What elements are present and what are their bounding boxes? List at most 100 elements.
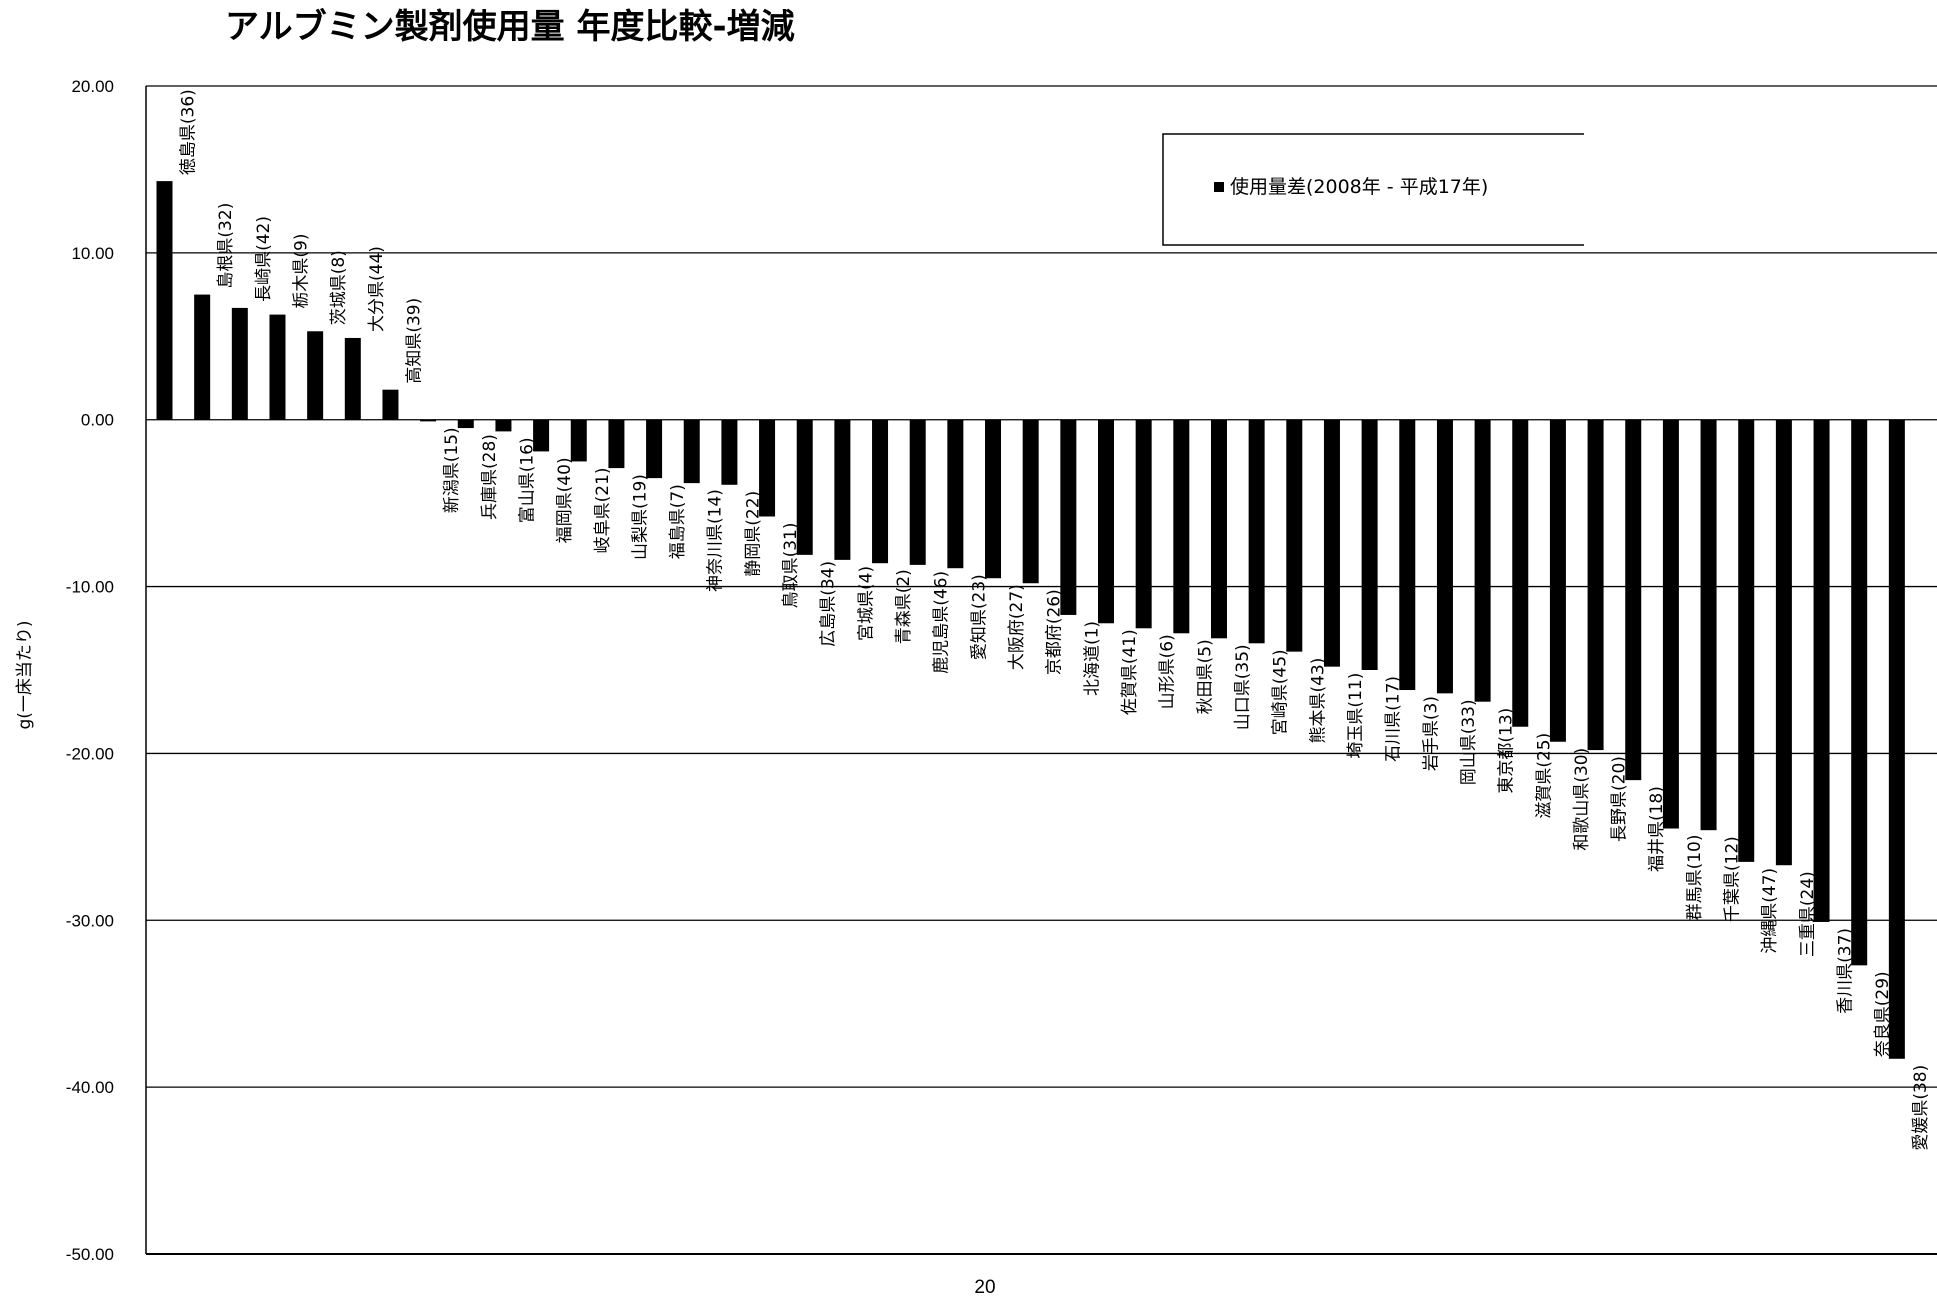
chart-title: アルブミン製剤使用量 年度比較-増減 — [225, 7, 795, 47]
bar — [1813, 419, 1830, 922]
bar — [1700, 419, 1717, 831]
y-tick-label: -10.00 — [66, 578, 114, 597]
category-label: 山形県(6) — [1158, 634, 1178, 709]
legend: 使用量差(2008年 - 平成17年) — [1162, 133, 1584, 246]
category-label: 岐阜県(21) — [593, 467, 613, 553]
category-labels: 徳島県(36) 島根県(32) 長崎県(42) 栃木県(9) 茨城県(8) 大分県(44)… — [179, 89, 1931, 1150]
bar — [1361, 419, 1378, 670]
category-label: 東京都(13) — [1497, 708, 1517, 794]
category-label: 宮崎県(45) — [1271, 649, 1291, 735]
bar — [1060, 419, 1077, 615]
bar — [608, 419, 625, 469]
category-label: 山梨県(19) — [630, 474, 650, 560]
category-label: 福井県(18) — [1647, 786, 1667, 872]
bar — [1549, 419, 1566, 742]
category-label: 佐賀県(41) — [1120, 629, 1140, 715]
bar — [1775, 419, 1792, 866]
category-label: 熊本県(43) — [1308, 658, 1328, 744]
category-label: 徳島県(36) — [179, 89, 199, 175]
bar — [1851, 419, 1868, 966]
y-tick-label: -50.00 — [66, 1245, 114, 1264]
bar — [495, 419, 512, 432]
bar — [1888, 419, 1905, 1059]
category-label: 兵庫県(28) — [480, 434, 500, 520]
bar — [1323, 419, 1340, 667]
category-label: 和歌山県(30) — [1572, 748, 1592, 851]
y-axis-label: g(一床当たり) — [15, 620, 35, 729]
bar — [1512, 419, 1529, 727]
y-tick-label: 0.00 — [81, 411, 114, 430]
category-label: 茨城県(8) — [329, 250, 349, 325]
category-label: 埼玉県(11) — [1346, 673, 1366, 759]
category-label: 滋賀県(25) — [1534, 733, 1554, 819]
bar — [1022, 419, 1039, 584]
category-label: 宮城県(4) — [856, 566, 876, 641]
bar — [533, 419, 550, 452]
bar — [1474, 419, 1491, 702]
y-tick-label: 20.00 — [71, 77, 114, 96]
y-tick-label: 10.00 — [71, 244, 114, 263]
bar — [1248, 419, 1265, 644]
category-label: 奈良県(29) — [1873, 971, 1893, 1057]
bar — [1738, 419, 1755, 862]
category-label: 島根県(32) — [216, 203, 236, 289]
category-label: 三重県(24) — [1798, 871, 1818, 957]
bar — [683, 419, 700, 484]
category-label: 北海道(1) — [1082, 621, 1102, 696]
category-label: 福島県(7) — [668, 484, 688, 559]
bar — [947, 419, 964, 569]
category-label: 愛媛県(38) — [1911, 1065, 1931, 1151]
bar — [872, 419, 889, 564]
bar — [759, 419, 776, 517]
category-label: 富山県(16) — [517, 437, 537, 523]
bar — [194, 294, 211, 420]
gridlines — [146, 85, 1937, 1255]
legend-entry: 使用量差(2008年 - 平成17年) — [1230, 176, 1488, 198]
bar — [420, 419, 437, 422]
category-label: 広島県(34) — [819, 561, 839, 647]
bar — [834, 419, 851, 560]
category-label: 長野県(20) — [1610, 756, 1630, 842]
bar — [344, 337, 361, 420]
bar — [457, 419, 474, 429]
y-tick-label: -30.00 — [66, 911, 114, 930]
category-label: 山口県(35) — [1233, 644, 1253, 730]
bar — [1587, 419, 1604, 751]
category-label: 秋田県(5) — [1195, 639, 1215, 714]
category-label: 高知県(39) — [404, 298, 424, 384]
bar — [1135, 419, 1152, 629]
category-label: 青森県(2) — [894, 569, 914, 644]
category-label: 京都府(26) — [1045, 589, 1065, 675]
legend-border — [1162, 133, 1584, 246]
category-label: 沖縄県(47) — [1760, 868, 1780, 954]
bar — [156, 181, 173, 420]
bar — [985, 419, 1002, 579]
legend-swatch — [1214, 182, 1224, 192]
bar — [1436, 419, 1453, 694]
category-label: 鹿児島県(46) — [932, 571, 952, 674]
category-label: 栃木県(9) — [291, 234, 311, 309]
bar — [269, 314, 286, 420]
category-label: 福岡県(40) — [555, 457, 575, 543]
bar — [1662, 419, 1679, 829]
category-label: 鳥取県(31) — [781, 522, 801, 608]
bar — [1098, 419, 1114, 624]
y-tick-label: -40.00 — [66, 1078, 114, 1097]
bar — [1286, 419, 1303, 652]
category-label: 大分県(44) — [367, 246, 387, 332]
y-tick-label: -20.00 — [66, 744, 114, 763]
y-tick-labels: 20.00 10.00 0.00 -10.00 -20.00 -30.00 -40.00 -5… — [66, 77, 114, 1264]
bar — [1210, 419, 1227, 639]
bar — [796, 419, 813, 555]
category-label: 長崎県(42) — [254, 216, 274, 302]
page-number: 20 — [974, 1277, 995, 1296]
category-label: 大阪府(27) — [1007, 584, 1027, 670]
category-label: 香川県(37) — [1836, 928, 1856, 1014]
bar — [1399, 419, 1416, 691]
bar — [721, 419, 738, 485]
bar — [1173, 419, 1190, 634]
bar — [646, 419, 663, 479]
bar — [570, 419, 587, 462]
bar — [909, 419, 926, 565]
